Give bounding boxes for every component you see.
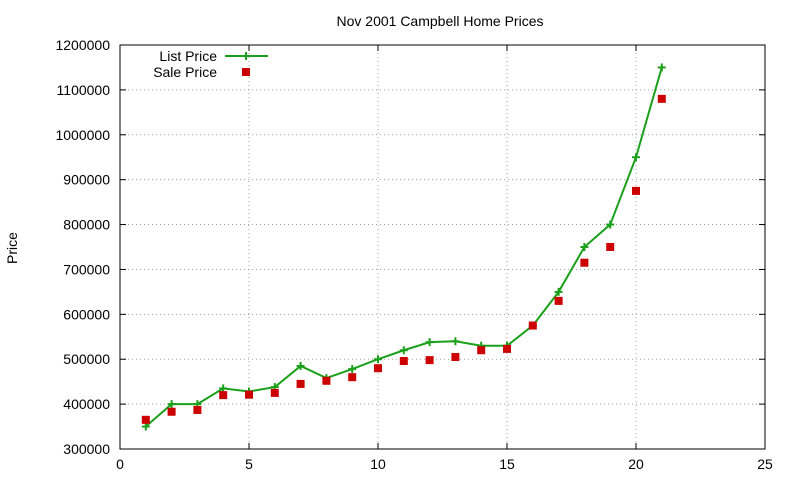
x-tick-label: 20 [628, 456, 644, 472]
sale-price-point [374, 364, 382, 373]
list-price-point [167, 400, 176, 409]
sale-price-point [451, 352, 460, 361]
y-tick-label: 1100000 [57, 82, 111, 98]
legend-label-sale-price: Sale Price [153, 64, 217, 80]
list-price-point [580, 243, 589, 251]
y-tick-label: 1200000 [55, 37, 110, 53]
list-price-point [296, 361, 305, 370]
sale-price-point [632, 186, 640, 195]
x-tick-label: 10 [370, 456, 386, 472]
y-tick-label: 400000 [63, 396, 110, 412]
sale-price-point [141, 415, 150, 424]
list-price-point [425, 338, 434, 347]
x-tick-label: 15 [499, 456, 515, 472]
y-tick-label: 900000 [63, 172, 110, 188]
sale-price-point [477, 346, 486, 355]
sale-price-point [657, 94, 666, 103]
sale-price-point [399, 357, 408, 366]
list-price-point [348, 365, 357, 374]
list-price-point [399, 346, 408, 355]
x-tick-label: 25 [757, 456, 773, 472]
x-tick-label: 5 [245, 456, 253, 472]
sale-price-point [245, 390, 253, 399]
sale-price-point [554, 296, 563, 305]
grid-lines [120, 45, 765, 449]
legend-label-list-price: List Price [159, 48, 217, 64]
y-tick-label: 800000 [63, 217, 110, 233]
sale-price-point [219, 391, 228, 400]
sale-price-point [503, 344, 511, 353]
list-price-point [141, 422, 150, 431]
legend-sample-list-price-marker [242, 52, 250, 60]
list-price-point [374, 355, 382, 364]
sale-price-point [348, 373, 357, 382]
sale-price-point [167, 407, 176, 416]
sale-price-point [270, 388, 279, 397]
list-price-point [554, 287, 563, 296]
sale-price-point [580, 258, 589, 267]
axes: 0 5 10 15 20 25 300000 400000 500000 600000 700000… [55, 37, 773, 472]
sale-price-point [322, 376, 331, 385]
sale-price-point [425, 356, 434, 365]
sale-price-point [528, 321, 537, 330]
sale-price-point [296, 379, 305, 388]
list-price-point [632, 153, 640, 162]
y-tick-label: 700000 [63, 261, 110, 277]
sale-price-point [606, 243, 615, 251]
y-tick-label: 300000 [63, 441, 110, 457]
legend: List Price Sale Price [153, 48, 268, 80]
list-price-point [219, 384, 228, 393]
plot-frame [119, 44, 766, 450]
list-price-point [451, 337, 460, 346]
x-tick-label: 0 [116, 456, 124, 472]
list-price-point [606, 220, 615, 229]
legend-sample-sale-price-marker [242, 68, 250, 76]
chart-title: Nov 2001 Campbell Home Prices [337, 13, 544, 29]
list-price-point [657, 63, 666, 72]
y-tick-label: 1000000 [55, 127, 110, 143]
y-axis-label: Price [4, 232, 20, 264]
y-tick-label: 600000 [63, 306, 110, 322]
y-tick-label: 500000 [63, 351, 110, 367]
sale-price-point [193, 405, 202, 414]
plot-area [141, 63, 666, 431]
